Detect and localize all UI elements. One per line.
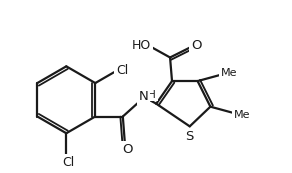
Text: O: O [122,143,133,156]
Text: HO: HO [132,39,151,52]
Text: N: N [139,90,148,103]
Text: O: O [191,39,202,52]
Text: Me: Me [221,68,237,78]
Text: S: S [185,130,194,143]
Text: Cl: Cl [116,64,128,77]
Text: Me: Me [234,110,250,120]
Text: Cl: Cl [62,156,74,169]
Text: H: H [148,90,156,100]
